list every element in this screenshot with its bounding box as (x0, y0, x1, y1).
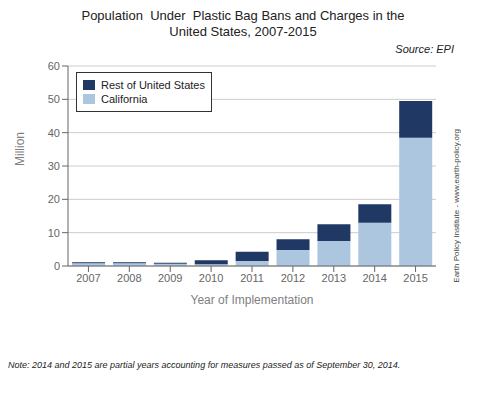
svg-text:40: 40 (48, 127, 60, 139)
svg-text:60: 60 (48, 60, 60, 72)
svg-text:50: 50 (48, 93, 60, 105)
html-text:Population Under Plastic Bag B: Population Under Plastic Bag Bans and Ch… (81, 8, 405, 23)
svg-text:2008: 2008 (117, 272, 141, 284)
svg-text:30: 30 (48, 160, 60, 172)
html-text:California: California (101, 93, 148, 105)
svg-text:2015: 2015 (403, 272, 427, 284)
svg-text:2010: 2010 (199, 272, 223, 284)
html-text:Note: 2014 and 2015 are partia: Note: 2014 and 2015 are partial years ac… (8, 360, 401, 370)
svg-text:10: 10 (48, 227, 60, 239)
svg-text:Year of Implementation: Year of Implementation (191, 293, 314, 307)
svg-text:2014: 2014 (362, 272, 386, 284)
svg-text:2009: 2009 (158, 272, 182, 284)
svg-text:Million: Million (13, 132, 27, 166)
svg-text:20: 20 (48, 193, 60, 205)
svg-text:2007: 2007 (76, 272, 100, 284)
html-text:Rest of United States: Rest of United States (101, 79, 205, 91)
svg-text:0: 0 (54, 260, 60, 272)
svg-text:2011: 2011 (240, 272, 264, 284)
svg-text:2013: 2013 (322, 272, 346, 284)
html-text:Earth Policy Institute - www.e: Earth Policy Institute - www.earth-polic… (451, 129, 461, 283)
svg-text:2012: 2012 (281, 272, 305, 284)
html-text:United States, 2007-2015: United States, 2007-2015 (169, 24, 317, 39)
html-text:Source: EPI: Source: EPI (395, 43, 454, 55)
